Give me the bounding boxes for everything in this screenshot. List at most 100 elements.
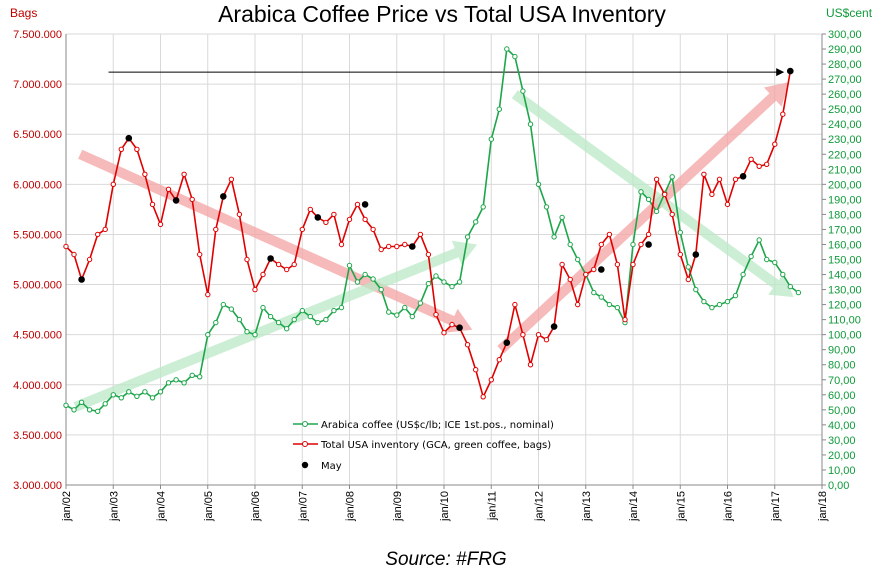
x-tick-label: jan/17 bbox=[770, 491, 782, 522]
left-tick-label: 5.000.000 bbox=[13, 280, 62, 292]
inventory-point bbox=[354, 201, 361, 208]
arabica-point bbox=[228, 306, 235, 312]
inventory-point bbox=[402, 241, 408, 248]
inventory-point bbox=[614, 261, 621, 268]
inventory-point bbox=[213, 226, 219, 233]
right-tick-label: 110,00 bbox=[828, 315, 861, 327]
arabica-point bbox=[669, 174, 675, 180]
may-point bbox=[739, 173, 747, 180]
arabica-point bbox=[488, 136, 494, 142]
inventory-point bbox=[331, 211, 337, 218]
arabica-point bbox=[606, 301, 613, 308]
legend-marker-inventory bbox=[302, 441, 308, 447]
right-tick-label: 180,00 bbox=[828, 209, 862, 221]
inventory-point bbox=[299, 226, 305, 233]
arabica-point bbox=[394, 312, 400, 318]
arabica-point bbox=[473, 219, 479, 225]
legend-marker-may bbox=[301, 461, 309, 469]
arabica-point bbox=[724, 298, 731, 305]
arabica-point bbox=[425, 280, 432, 287]
x-tick-label: jan/10 bbox=[439, 491, 451, 522]
inventory-point bbox=[520, 332, 526, 338]
right-tick-label: 10,00 bbox=[828, 465, 856, 477]
inventory-point bbox=[378, 246, 384, 253]
inventory-point bbox=[181, 171, 187, 178]
left-tick-label: 7.500.000 bbox=[13, 29, 62, 41]
inventory-point bbox=[543, 337, 550, 343]
x-tick-label: jan/05 bbox=[203, 491, 215, 522]
may-point bbox=[267, 255, 274, 262]
chart-title: Arabica Coffee Price vs Total USA Invent… bbox=[218, 1, 666, 27]
inventory-point bbox=[591, 266, 597, 273]
arabica-point bbox=[543, 204, 550, 210]
right-tick-label: 250,00 bbox=[828, 104, 862, 116]
inventory-point bbox=[559, 261, 565, 268]
arabica-point bbox=[354, 279, 361, 285]
arabica-point bbox=[220, 301, 227, 308]
axes: 3.000.000 3.500.000 4.000.000 4.500.000 5.00… bbox=[13, 29, 862, 522]
arabica-point bbox=[614, 304, 621, 311]
left-tick-label: 4.500.000 bbox=[13, 330, 62, 342]
trend-arrow bbox=[511, 90, 794, 298]
inventory-point bbox=[370, 226, 376, 233]
left-tick-label: 4.000.000 bbox=[13, 380, 62, 392]
arabica-point bbox=[331, 307, 337, 314]
arabica-point bbox=[244, 329, 250, 335]
x-tick-label: jan/04 bbox=[156, 491, 168, 522]
arabica-point bbox=[449, 283, 455, 290]
arabica-point bbox=[417, 300, 424, 306]
inventory-point bbox=[464, 342, 471, 348]
inventory-point bbox=[598, 241, 604, 248]
right-tick-label: 50,00 bbox=[828, 405, 856, 417]
arabica-point bbox=[346, 262, 353, 269]
arabica-point bbox=[126, 389, 132, 395]
legend-marker-arabica bbox=[302, 421, 308, 427]
left-tick-label: 7.000.000 bbox=[13, 79, 62, 91]
x-tick-label: jan/02 bbox=[61, 491, 73, 522]
inventory-point bbox=[197, 251, 203, 258]
inventory-point bbox=[630, 261, 636, 268]
arabica-point bbox=[433, 273, 439, 279]
inventory-point bbox=[425, 251, 432, 258]
arabica-point bbox=[772, 259, 778, 266]
arabica-point bbox=[118, 395, 125, 401]
inventory-point bbox=[71, 251, 77, 258]
arabica-point bbox=[780, 271, 786, 278]
inventory-point bbox=[205, 291, 211, 298]
inventory-point bbox=[748, 156, 754, 163]
right-tick-label: 130,00 bbox=[828, 285, 862, 297]
arabica-point bbox=[323, 316, 329, 323]
inventory-point bbox=[638, 241, 644, 248]
inventory-point bbox=[480, 394, 486, 400]
inventory-point bbox=[449, 321, 455, 328]
arabica-point bbox=[496, 106, 502, 112]
arabica-point bbox=[504, 46, 510, 52]
right-axis-unit: US$cent bbox=[826, 6, 873, 20]
arabica-point bbox=[748, 253, 754, 260]
may-point bbox=[645, 241, 652, 248]
arabica-point bbox=[591, 289, 597, 296]
inventory-point bbox=[291, 261, 297, 268]
inventory-point bbox=[622, 316, 628, 323]
right-tick-label: 190,00 bbox=[828, 194, 862, 206]
may-point bbox=[550, 323, 558, 330]
arabica-point bbox=[71, 407, 77, 413]
arabica-point bbox=[149, 395, 156, 401]
may-point bbox=[409, 243, 416, 250]
arabica-point bbox=[456, 279, 463, 285]
left-tick-label: 6.000.000 bbox=[13, 179, 62, 191]
x-tick-label: jan/03 bbox=[108, 491, 120, 522]
right-tick-label: 280,00 bbox=[828, 59, 862, 71]
arabica-point bbox=[267, 313, 274, 320]
x-tick-label: jan/18 bbox=[817, 491, 829, 522]
arabica-point bbox=[110, 392, 117, 398]
arabica-point bbox=[441, 279, 447, 285]
may-point bbox=[172, 197, 180, 204]
left-tick-label: 6.500.000 bbox=[13, 129, 62, 141]
inventory-point bbox=[110, 181, 117, 188]
arabica-point bbox=[307, 313, 313, 320]
arabica-point bbox=[284, 326, 290, 332]
may-point bbox=[503, 339, 511, 347]
arabica-point bbox=[236, 316, 243, 323]
inventory-point bbox=[244, 256, 250, 263]
